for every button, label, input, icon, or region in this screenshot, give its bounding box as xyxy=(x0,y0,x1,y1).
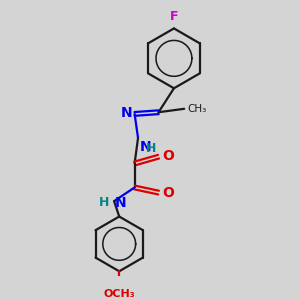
Text: N: N xyxy=(140,140,152,154)
Text: H: H xyxy=(99,196,109,209)
Text: O: O xyxy=(162,149,174,163)
Text: OCH₃: OCH₃ xyxy=(103,289,135,299)
Text: H: H xyxy=(146,142,156,155)
Text: CH₃: CH₃ xyxy=(188,104,207,114)
Text: N: N xyxy=(120,106,132,120)
Text: O: O xyxy=(162,186,174,200)
Text: F: F xyxy=(170,10,178,23)
Text: N: N xyxy=(115,196,127,210)
